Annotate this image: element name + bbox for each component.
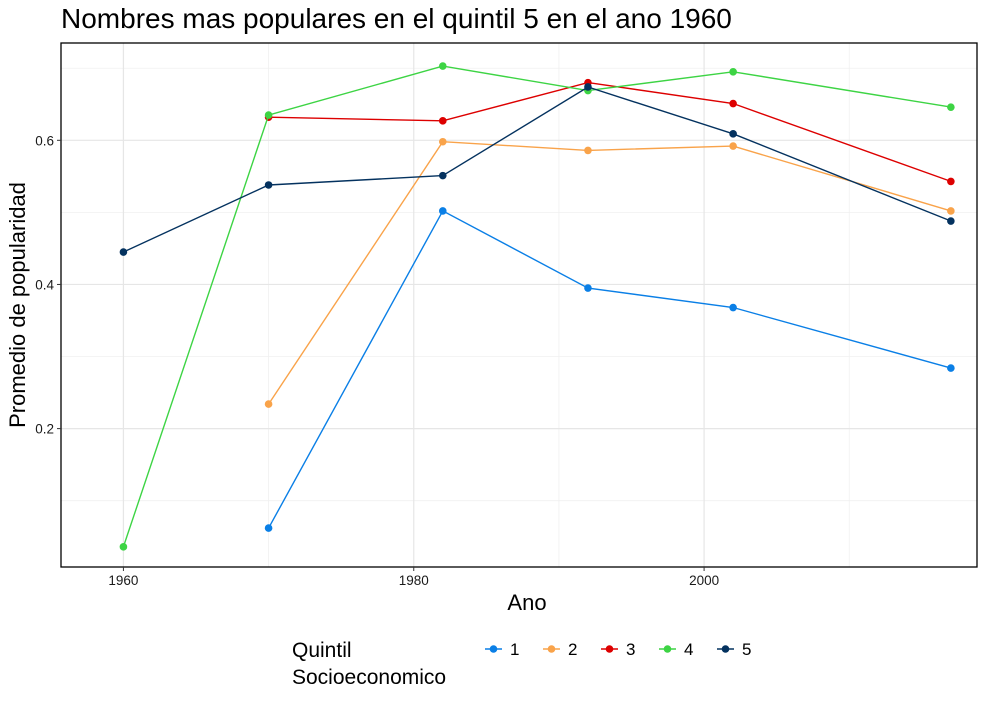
legend-label-4: 4 [684, 640, 693, 659]
legend-label-1: 1 [510, 640, 519, 659]
data-point-1 [947, 364, 955, 372]
legend: Quintil Socioeconomico 1 2 3 4 5 [292, 639, 751, 689]
chart-title: Nombres mas populares en el quintil 5 en… [61, 3, 732, 34]
legend-label-2: 2 [568, 640, 577, 659]
series-group [119, 62, 955, 551]
data-point-2 [584, 146, 592, 155]
data-point-1 [729, 303, 737, 312]
x-axis-title: Ano [507, 590, 546, 615]
data-point-2 [729, 142, 737, 150]
data-point-5 [584, 83, 592, 91]
data-point-3 [438, 117, 447, 125]
data-point-3 [729, 99, 737, 108]
panel-border [60, 42, 978, 568]
data-point-1 [584, 284, 592, 292]
legend-label-5: 5 [742, 640, 751, 659]
data-point-4 [438, 62, 447, 70]
legend-key-point-5 [721, 645, 730, 653]
legend-key-point-1 [489, 645, 498, 653]
data-point-1 [438, 207, 447, 215]
series-line-4 [122, 65, 952, 548]
legend-title-line1: Quintil [292, 639, 352, 662]
y-tick-label: 0.4 [35, 277, 54, 292]
data-point-2 [438, 137, 447, 146]
axis-ticks: 1960 1980 2000 0.2 0.4 0.6 [35, 133, 719, 588]
data-point-5 [947, 217, 955, 225]
data-point-5 [119, 248, 128, 256]
x-tick-label: 2000 [689, 573, 719, 588]
data-point-2 [264, 400, 273, 408]
data-point-4 [947, 103, 955, 111]
data-point-4 [264, 111, 273, 119]
data-point-5 [264, 181, 273, 189]
data-point-5 [729, 130, 737, 138]
data-point-3 [947, 177, 955, 186]
legend-key-point-2 [547, 645, 556, 653]
legend-keys: 1 2 3 4 5 [485, 640, 751, 659]
y-tick-label: 0.2 [35, 422, 54, 437]
x-tick-label: 1980 [399, 573, 429, 588]
data-point-4 [119, 543, 128, 551]
legend-label-3: 3 [626, 640, 635, 659]
legend-title-line2: Socioeconomico [292, 666, 446, 689]
series-line-5 [123, 86, 952, 253]
grid [61, 43, 977, 567]
data-point-4 [729, 68, 737, 76]
legend-key-point-3 [605, 645, 614, 653]
y-axis-title: Promedio de popularidad [5, 182, 30, 428]
data-point-1 [264, 524, 273, 532]
legend-key-point-4 [663, 645, 672, 653]
y-tick-label: 0.6 [35, 133, 54, 148]
data-point-5 [438, 171, 447, 180]
data-point-2 [947, 207, 955, 215]
x-tick-label: 1960 [108, 573, 138, 588]
